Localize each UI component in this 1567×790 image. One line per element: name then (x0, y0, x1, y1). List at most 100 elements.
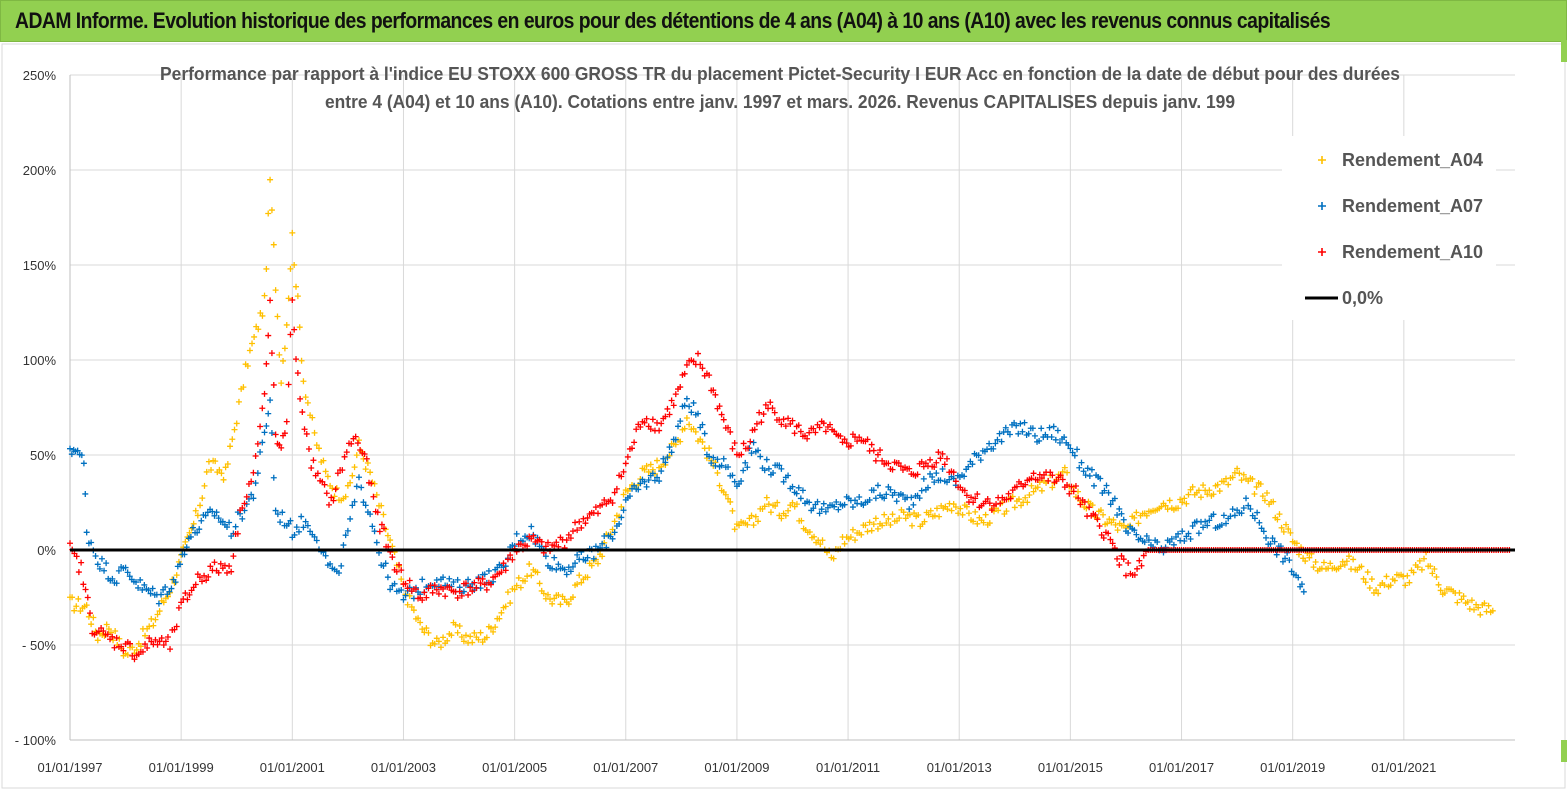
data-point (820, 420, 827, 427)
data-point (1183, 500, 1190, 507)
data-point (797, 495, 804, 502)
data-point (957, 505, 964, 512)
data-point (569, 528, 576, 535)
data-point (215, 569, 222, 576)
data-point (822, 428, 829, 435)
data-point (192, 507, 199, 514)
data-point (647, 461, 654, 468)
data-point (402, 592, 409, 599)
data-point (325, 501, 332, 508)
data-point (918, 458, 925, 465)
data-point (771, 409, 778, 416)
data-point (729, 507, 736, 514)
data-point (618, 503, 625, 510)
data-point (342, 532, 349, 539)
data-point (1227, 513, 1234, 520)
data-point (889, 466, 896, 473)
data-point (972, 495, 979, 502)
data-point (1100, 511, 1107, 518)
data-point (1245, 502, 1252, 509)
data-point (211, 512, 218, 519)
data-point (697, 361, 704, 368)
data-point (1083, 505, 1090, 512)
data-point (977, 457, 984, 464)
data-point (1251, 515, 1258, 522)
data-point (872, 457, 879, 464)
data-point (982, 511, 989, 518)
data-point (205, 458, 212, 465)
data-point (1022, 481, 1029, 488)
data-point (1049, 484, 1056, 491)
data-point (635, 486, 642, 493)
data-point (658, 468, 665, 475)
data-point (293, 283, 300, 290)
data-point (307, 528, 314, 535)
data-point (668, 449, 675, 456)
data-point (787, 420, 794, 427)
data-point (1015, 496, 1022, 503)
data-point (986, 520, 993, 527)
data-point (569, 594, 576, 601)
data-point (261, 390, 268, 397)
data-point (94, 561, 101, 568)
data-point (986, 500, 993, 507)
data-point (594, 560, 601, 567)
data-point (1064, 469, 1071, 476)
data-point (233, 420, 240, 427)
data-point (423, 625, 430, 632)
data-point (941, 461, 948, 468)
data-point (975, 452, 982, 459)
data-point (1485, 602, 1492, 609)
data-point (509, 556, 516, 563)
data-point (1298, 581, 1305, 588)
data-point (406, 577, 413, 584)
data-point (487, 625, 494, 632)
data-point (475, 636, 482, 643)
data-point (321, 481, 328, 488)
data-point (276, 351, 283, 358)
data-point (908, 522, 915, 529)
data-point (995, 507, 1002, 514)
data-point (158, 591, 165, 598)
data-point (931, 512, 938, 519)
data-point (201, 572, 208, 579)
data-point (555, 561, 562, 568)
data-point (1131, 527, 1138, 534)
data-point (795, 422, 802, 429)
data-point (542, 553, 549, 560)
data-point (738, 451, 745, 458)
data-point (1345, 553, 1352, 560)
data-point (710, 454, 717, 461)
data-point (331, 493, 338, 500)
data-point (1249, 475, 1256, 482)
data-point (232, 523, 239, 530)
data-point (1362, 579, 1369, 586)
data-point (419, 576, 426, 583)
data-point (580, 515, 587, 522)
data-point (561, 566, 568, 573)
y-axis: 250% 200% 150% 100% 50% 0% - 50% - 100% (15, 68, 57, 748)
data-point (218, 470, 225, 477)
data-point (963, 492, 970, 499)
data-point (1258, 525, 1265, 532)
data-point (849, 504, 856, 511)
data-point (767, 399, 774, 406)
data-point (553, 566, 560, 573)
data-point (1206, 517, 1213, 524)
data-point (198, 578, 205, 585)
data-point (1288, 568, 1295, 575)
data-point (1162, 502, 1169, 509)
data-point (454, 629, 461, 636)
data-point (879, 522, 886, 529)
data-point (631, 439, 638, 446)
data-point (234, 530, 241, 537)
data-point (847, 534, 854, 541)
data-point (780, 478, 787, 485)
x-tick-label: 01/01/2003 (371, 760, 436, 775)
data-point (229, 436, 236, 443)
data-point (272, 287, 279, 294)
data-point (565, 601, 572, 608)
data-point (776, 462, 783, 469)
data-point (1030, 488, 1037, 495)
